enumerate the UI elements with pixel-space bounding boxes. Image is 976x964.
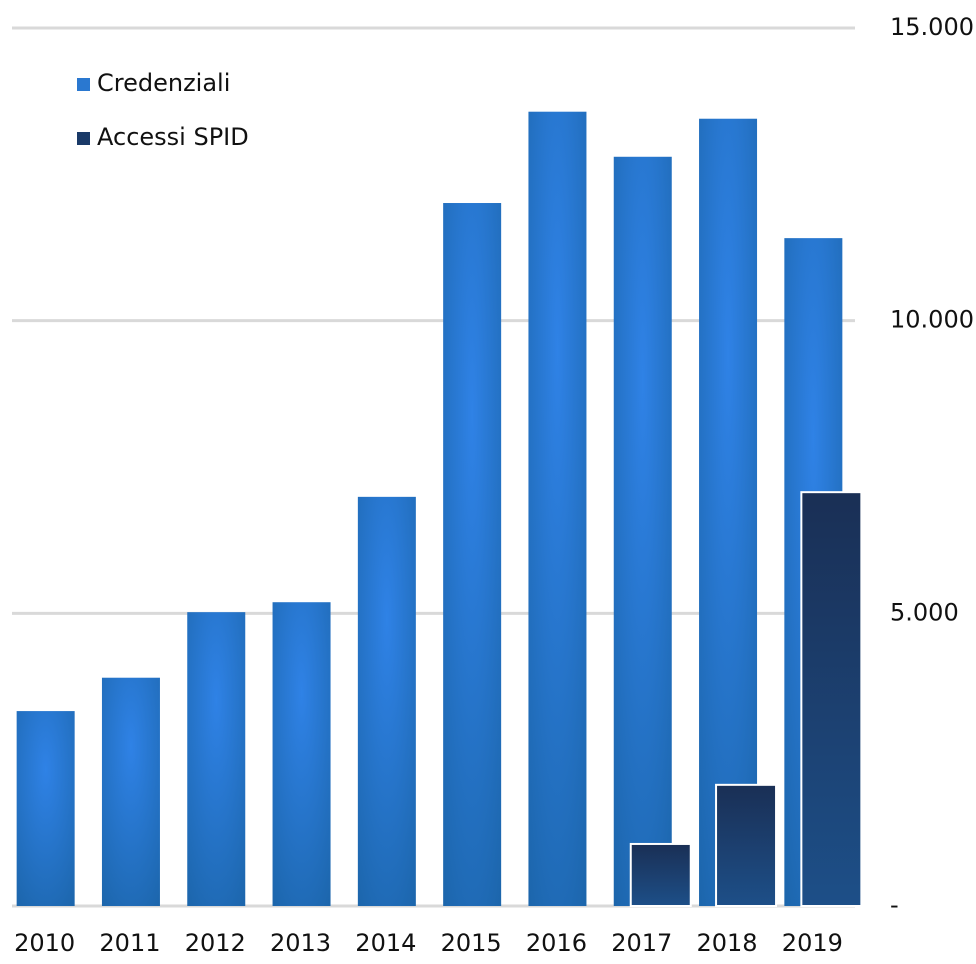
x-tick-label: 2013 xyxy=(270,929,331,957)
x-tick-label: 2012 xyxy=(185,929,246,957)
bar xyxy=(613,156,672,907)
legend-label: Accessi SPID xyxy=(97,123,249,151)
bar xyxy=(800,491,863,907)
legend-label: Credenziali xyxy=(97,69,230,97)
bar xyxy=(357,496,416,906)
x-tick-label: 2014 xyxy=(355,929,416,957)
x-tick-label: 2011 xyxy=(99,929,160,957)
x-tick-label: 2015 xyxy=(441,929,502,957)
y-tick-label: 15.000 xyxy=(890,13,974,41)
bar xyxy=(16,711,75,906)
bar xyxy=(715,783,778,907)
y-tick-label: 5.000 xyxy=(890,598,959,626)
x-tick-label: 2018 xyxy=(697,929,758,957)
x-tick-label: 2017 xyxy=(611,929,672,957)
y-tick-label: 10.000 xyxy=(890,306,974,334)
bar xyxy=(699,118,758,906)
bar xyxy=(629,842,692,907)
legend-swatch xyxy=(77,78,90,91)
y-tick-label: - xyxy=(890,891,899,919)
x-tick-label: 2019 xyxy=(782,929,843,957)
bar xyxy=(528,111,587,907)
bar xyxy=(101,677,160,906)
legend-swatch xyxy=(77,132,90,145)
bar xyxy=(272,602,331,906)
bar xyxy=(187,612,246,906)
x-tick-label: 2010 xyxy=(14,929,75,957)
bar xyxy=(443,203,502,907)
x-tick-label: 2016 xyxy=(526,929,587,957)
